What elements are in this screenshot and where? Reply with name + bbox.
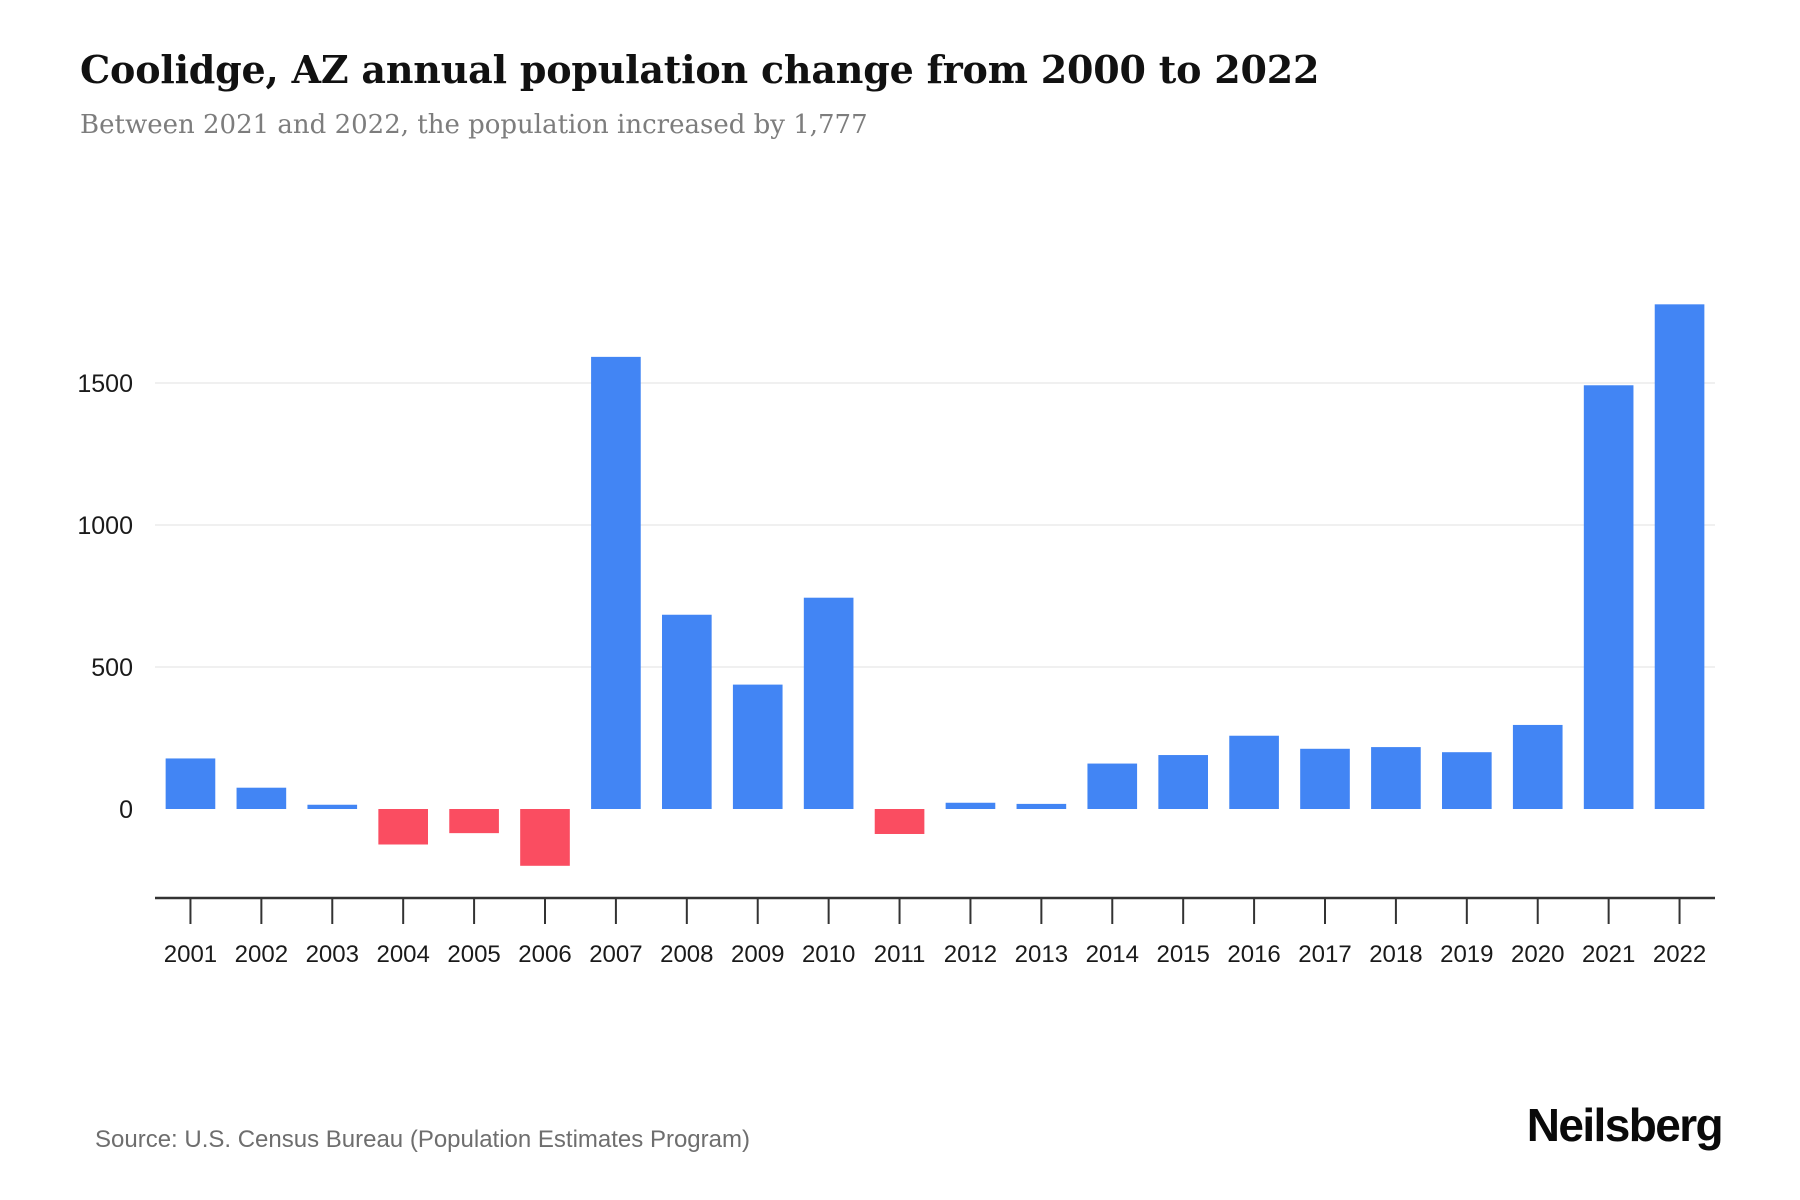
bar[interactable] xyxy=(732,684,783,809)
source-note: Source: U.S. Census Bureau (Population E… xyxy=(95,1126,750,1153)
bar[interactable] xyxy=(1654,304,1705,809)
x-axis-tick-label: 2007 xyxy=(589,941,642,968)
x-axis-tick-label: 2021 xyxy=(1582,941,1635,968)
x-axis-tick-label: 2009 xyxy=(731,941,784,968)
x-axis-tick-label: 2002 xyxy=(235,941,288,968)
bar[interactable] xyxy=(1583,385,1634,809)
x-axis-tick-label: 2008 xyxy=(660,941,713,968)
bar[interactable] xyxy=(1442,752,1492,809)
x-axis-tick-label: 2010 xyxy=(802,941,855,968)
y-axis-tick-label: 500 xyxy=(91,654,133,682)
x-axis-tick-label: 2014 xyxy=(1086,941,1139,968)
x-axis-tick-label: 2013 xyxy=(1015,941,1068,968)
bar[interactable] xyxy=(449,809,499,834)
x-axis-tick-label: 2020 xyxy=(1511,941,1564,968)
x-axis-tick-label: 2004 xyxy=(376,941,429,968)
bar[interactable] xyxy=(1229,735,1279,809)
x-axis-tick-label: 2017 xyxy=(1298,941,1351,968)
bar[interactable] xyxy=(520,809,570,866)
bar[interactable] xyxy=(1016,803,1067,809)
x-axis-tick-label: 2005 xyxy=(447,941,500,968)
chart-header: Coolidge, AZ annual population change fr… xyxy=(80,48,1720,141)
bar[interactable] xyxy=(1371,747,1421,809)
x-axis-tick-label: 2015 xyxy=(1156,941,1209,968)
bar[interactable] xyxy=(1158,755,1208,809)
bar[interactable] xyxy=(307,804,358,809)
brand-logo: Neilsberg xyxy=(1526,1099,1724,1151)
bar[interactable] xyxy=(662,614,712,809)
x-axis-tick-label: 2011 xyxy=(874,941,926,968)
x-axis-tick-label: 2006 xyxy=(518,941,571,968)
x-axis: 2001 2002 2003 2004 2005 2006 2007 2008 2009 2010… xyxy=(155,896,1715,968)
y-axis-tick-label: 0 xyxy=(119,796,133,824)
x-axis-tick-label: 2012 xyxy=(944,941,997,968)
bar[interactable] xyxy=(591,356,641,809)
bar[interactable] xyxy=(378,809,428,845)
bar[interactable] xyxy=(803,597,854,809)
x-axis-tick-label: 2022 xyxy=(1653,941,1706,968)
y-axis-tick-label: 1000 xyxy=(77,512,133,540)
bar[interactable] xyxy=(1300,748,1350,809)
x-axis-tick-label: 2001 xyxy=(164,941,217,968)
chart-subtitle: Between 2021 and 2022, the population in… xyxy=(80,109,868,140)
bar[interactable] xyxy=(165,758,216,809)
x-axis-tick-label: 2019 xyxy=(1440,941,1493,968)
y-gridlines: 0 500 1000 1500 xyxy=(77,370,1715,824)
y-axis-tick-label: 1500 xyxy=(77,370,133,398)
bar[interactable] xyxy=(1512,724,1563,809)
x-axis-tick-label: 2018 xyxy=(1369,941,1422,968)
bar[interactable] xyxy=(945,802,996,809)
bar[interactable] xyxy=(874,809,925,834)
x-axis-tick-label: 2003 xyxy=(306,941,359,968)
x-axis-tick-label: 2016 xyxy=(1227,941,1280,968)
bar[interactable] xyxy=(1087,763,1138,809)
bar[interactable] xyxy=(236,787,287,809)
page-title: Coolidge, AZ annual population change fr… xyxy=(80,47,1320,92)
bar-series xyxy=(165,304,1705,866)
